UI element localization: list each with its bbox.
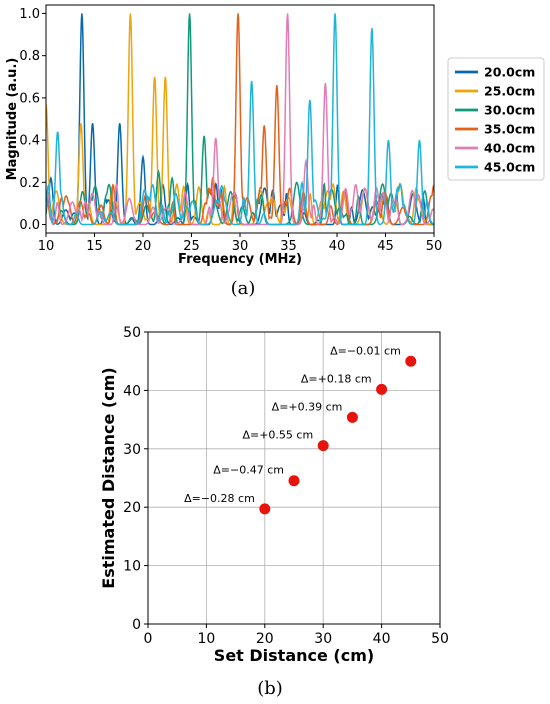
data-point [405, 355, 417, 367]
x-tick-label: 45 [377, 239, 394, 254]
legend-label: 35.0cm [484, 122, 535, 137]
distance-annotations: Δ=−0.28 cm Δ=−0.47 cm Δ=+0.55 cm Δ=+0.39 cm… [184, 344, 401, 505]
delta-annotation: Δ=+0.55 cm [242, 429, 313, 442]
delta-annotation: Δ=−0.47 cm [213, 464, 284, 477]
x-tick-label: 25 [183, 239, 200, 254]
x-tick-label: 30 [314, 631, 332, 647]
x-tick-label: 20 [256, 631, 274, 647]
series-line-40.0cm [46, 13, 434, 226]
legend-label: 25.0cm [484, 84, 535, 99]
spectrum-y-ticks: 0.0 0.2 0.4 0.6 0.8 1.0 [19, 7, 46, 233]
data-point [259, 503, 271, 515]
distance-y-ticks: 0 10 20 30 40 50 [123, 325, 148, 633]
data-point [376, 383, 388, 395]
delta-annotation: Δ=−0.28 cm [184, 492, 255, 505]
spectrum-lines [46, 13, 434, 226]
x-tick-label: 40 [373, 631, 391, 647]
x-tick-label: 0 [144, 631, 153, 647]
y-tick-label: 40 [123, 383, 141, 399]
x-tick-label: 50 [426, 239, 443, 254]
x-tick-label: 40 [329, 239, 346, 254]
distance-panel: 0 10 20 30 40 50 0 10 20 30 40 50 Δ=−0.28 cm Δ=−0.4… [99, 325, 449, 699]
distance-y-axis-label: Estimated Distance (cm) [99, 367, 118, 588]
x-tick-label: 50 [431, 631, 449, 647]
y-tick-label: 1.0 [19, 7, 40, 22]
legend-label: 30.0cm [484, 103, 535, 118]
delta-annotation: Δ=−0.01 cm [330, 344, 401, 357]
panel-b-caption: (b) [257, 678, 283, 699]
x-tick-label: 10 [38, 239, 55, 254]
distance-plot-frame [147, 331, 441, 625]
x-tick-label: 35 [280, 239, 297, 254]
y-tick-label: 0.6 [19, 91, 40, 106]
data-point [317, 440, 329, 452]
series-line-35.0cm [46, 13, 434, 226]
distance-x-axis-label: Set Distance (cm) [214, 646, 374, 665]
x-tick-label: 10 [197, 631, 215, 647]
spectrum-panel: 10 15 20 25 30 35 40 45 50 0.0 0.2 0.4 0.6 0.8 1.0 Fr… [5, 4, 545, 299]
legend-label: 20.0cm [484, 65, 535, 80]
x-tick-label: 20 [135, 239, 152, 254]
data-point [346, 411, 358, 423]
y-tick-label: 10 [123, 559, 141, 575]
y-tick-label: 0.8 [19, 49, 40, 64]
legend-box [447, 57, 545, 181]
delta-annotation: Δ=+0.39 cm [272, 400, 343, 413]
distance-x-ticks: 0 10 20 30 40 50 [144, 624, 449, 647]
series-line-45.0cm [46, 13, 434, 226]
panel-a-caption: (a) [231, 278, 256, 299]
y-tick-label: 0.0 [19, 218, 40, 233]
y-tick-label: 20 [123, 500, 141, 516]
x-tick-label: 15 [86, 239, 103, 254]
data-point [288, 475, 300, 487]
y-tick-label: 0 [132, 617, 141, 633]
y-tick-label: 0.4 [19, 134, 40, 149]
distance-points [259, 355, 417, 515]
spectrum-y-axis-label: Magnitude (a.u.) [5, 58, 20, 181]
legend-label: 40.0cm [484, 141, 535, 156]
legend: 20.0cm 25.0cm 30.0cm 35.0cm 40.0cm 45.0cm [455, 65, 535, 175]
legend-label: 45.0cm [484, 160, 535, 175]
x-tick-label: 30 [232, 239, 249, 254]
y-tick-label: 50 [123, 325, 141, 341]
spectrum-x-axis-label: Frequency (MHz) [178, 252, 302, 267]
delta-annotation: Δ=+0.18 cm [301, 372, 372, 385]
y-tick-label: 0.2 [19, 176, 40, 191]
y-tick-label: 30 [123, 442, 141, 458]
spectrum-x-ticks: 10 15 20 25 30 35 40 45 50 [38, 233, 443, 254]
